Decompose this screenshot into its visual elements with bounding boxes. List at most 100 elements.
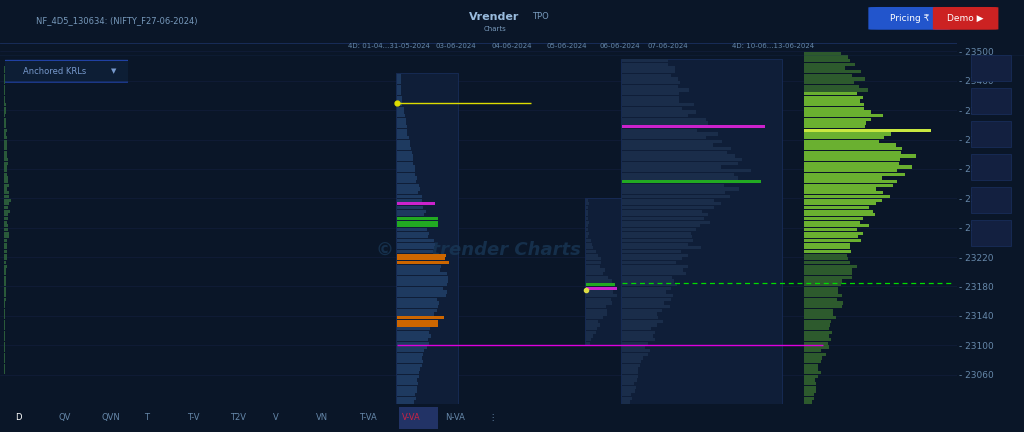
Bar (623, 121, 708, 124)
Bar (804, 125, 865, 128)
Bar (804, 77, 865, 80)
Bar (397, 180, 417, 183)
Bar (623, 261, 676, 264)
Bar (623, 235, 691, 238)
Bar (397, 213, 424, 216)
Bar (397, 309, 437, 312)
Bar (804, 305, 842, 308)
Bar (971, 121, 1011, 147)
Bar (804, 375, 818, 378)
Bar (397, 382, 418, 385)
Bar (804, 393, 814, 396)
Bar (623, 177, 738, 180)
Bar (623, 59, 668, 62)
Bar (586, 239, 591, 242)
Bar (804, 324, 830, 327)
Bar (623, 334, 653, 337)
Bar (4, 305, 5, 308)
Bar (586, 302, 612, 305)
Bar (623, 287, 671, 290)
Bar (804, 224, 868, 227)
Bar (623, 217, 703, 220)
Bar (4, 121, 5, 124)
Bar (804, 331, 833, 334)
Bar (623, 305, 670, 308)
Bar (586, 202, 589, 205)
Bar (804, 165, 912, 168)
Bar (397, 360, 423, 363)
Bar (623, 107, 682, 110)
Bar (804, 342, 828, 345)
Bar (4, 228, 8, 231)
Bar (4, 165, 7, 168)
Bar (397, 257, 444, 260)
Bar (4, 143, 7, 146)
Bar (4, 147, 7, 150)
Bar (397, 195, 422, 198)
Bar (586, 257, 601, 260)
Bar (397, 342, 429, 345)
Bar (623, 103, 694, 106)
Bar (623, 309, 663, 312)
Bar (804, 202, 877, 205)
Bar (4, 232, 9, 235)
Bar (397, 283, 446, 286)
Text: QV: QV (58, 413, 71, 422)
Bar (586, 305, 606, 308)
Bar (623, 338, 655, 341)
Bar (804, 103, 864, 106)
Bar (623, 162, 738, 165)
Bar (623, 246, 701, 249)
Bar (4, 111, 6, 114)
Bar (397, 265, 440, 268)
Bar (586, 206, 588, 209)
Bar (804, 254, 847, 257)
Bar (397, 118, 406, 121)
Bar (397, 334, 431, 337)
Bar (804, 338, 830, 341)
Bar (623, 386, 636, 389)
Bar (586, 228, 589, 231)
Bar (586, 235, 589, 238)
Bar (397, 243, 435, 246)
Bar (804, 268, 852, 271)
Bar (623, 327, 650, 330)
Bar (586, 224, 589, 227)
Bar (623, 125, 765, 128)
Bar (586, 246, 593, 249)
Bar (4, 250, 7, 253)
Bar (4, 268, 6, 271)
FancyBboxPatch shape (868, 7, 950, 30)
Bar (397, 129, 408, 132)
Bar (804, 349, 821, 352)
Bar (4, 213, 8, 216)
Bar (623, 213, 709, 216)
Bar (586, 327, 597, 330)
Bar (586, 331, 596, 334)
Bar (4, 254, 7, 257)
Bar (397, 187, 420, 191)
FancyBboxPatch shape (933, 7, 998, 30)
Text: 05-06-2024: 05-06-2024 (546, 44, 587, 49)
Bar (804, 191, 884, 194)
Bar (586, 298, 611, 301)
Bar (804, 195, 890, 198)
Text: 4D: 01-04...31-05-2024: 4D: 01-04...31-05-2024 (348, 44, 430, 49)
Bar (623, 302, 664, 305)
Bar (397, 162, 413, 165)
Bar (397, 92, 401, 95)
Bar (397, 158, 414, 161)
Bar (623, 353, 648, 356)
Bar (623, 111, 696, 114)
Bar (804, 111, 870, 114)
Text: V: V (273, 413, 280, 422)
Bar (804, 187, 877, 191)
Bar (4, 92, 5, 95)
Bar (804, 287, 839, 290)
Bar (4, 283, 6, 286)
Bar (397, 140, 410, 143)
Text: 03-06-2024: 03-06-2024 (435, 44, 476, 49)
Bar (397, 316, 443, 319)
Bar (623, 85, 679, 88)
Bar (623, 143, 714, 146)
